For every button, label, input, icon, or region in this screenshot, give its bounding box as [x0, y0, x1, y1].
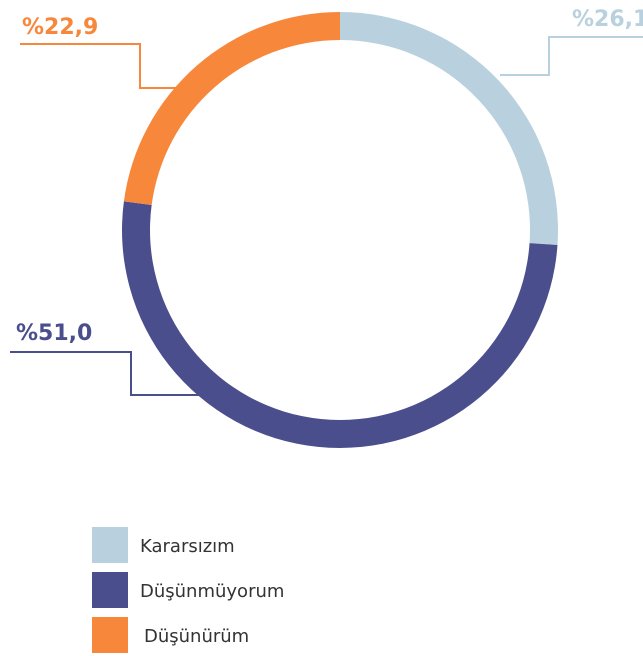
legend-label: Düşünmüyorum — [140, 581, 284, 602]
legend-swatch — [92, 617, 128, 653]
donut-segment — [340, 12, 558, 246]
leader-line — [20, 43, 180, 89]
legend-label: Düşünürüm — [144, 626, 249, 647]
legend-swatch — [92, 572, 128, 608]
donut-segment — [123, 12, 341, 206]
legend-swatch — [92, 527, 128, 563]
value-label: %26,1 — [572, 7, 643, 32]
leader-line — [10, 351, 200, 396]
value-label: %51,0 — [16, 321, 92, 346]
value-label: %22,9 — [22, 15, 98, 40]
legend-label: Kararsızım — [140, 536, 235, 557]
leader-line — [500, 36, 643, 76]
donut-segment — [122, 201, 558, 448]
